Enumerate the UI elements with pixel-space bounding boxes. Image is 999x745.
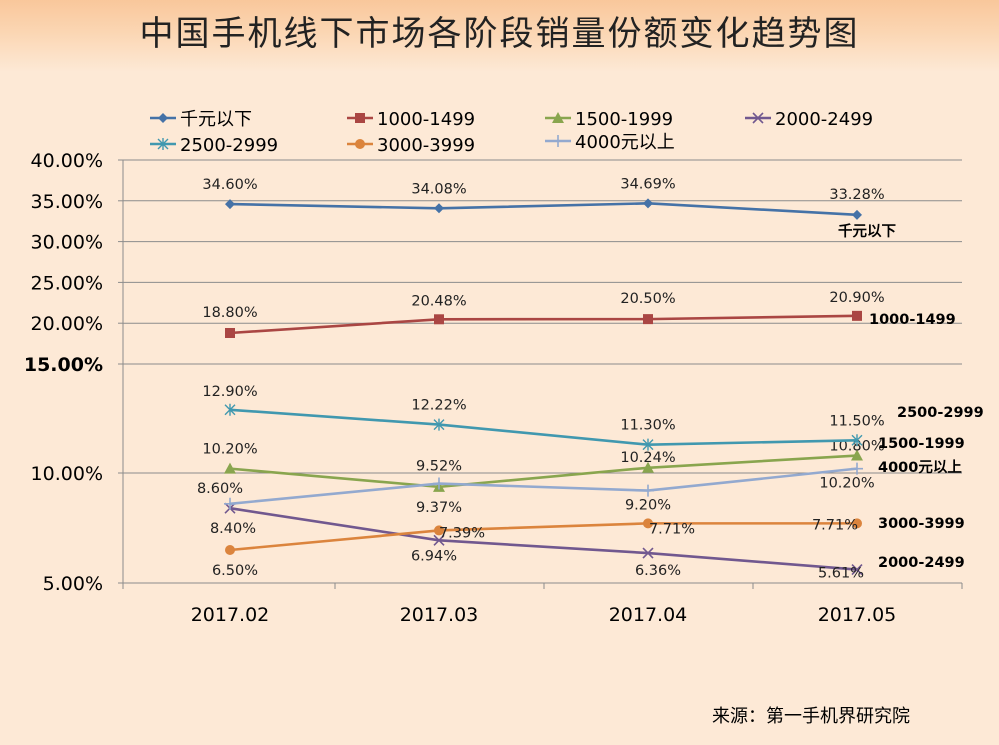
data-label: 6.36% bbox=[635, 563, 681, 579]
legend-label: 2500-2999 bbox=[180, 135, 278, 156]
series-line bbox=[229, 202, 858, 217]
y-tick-label: 20.00% bbox=[31, 313, 103, 335]
data-point bbox=[642, 461, 654, 473]
legend-marker bbox=[552, 112, 564, 123]
data-point bbox=[643, 314, 653, 325]
series-line bbox=[229, 314, 858, 335]
data-point bbox=[851, 462, 863, 475]
data-point bbox=[433, 534, 445, 546]
series-end-label: 4000元以上 bbox=[878, 459, 962, 476]
series-end-label: 2500-2999 bbox=[897, 405, 984, 421]
data-point bbox=[433, 477, 445, 490]
data-point bbox=[852, 310, 862, 321]
data-label: 7.71% bbox=[812, 517, 858, 533]
data-label: 34.08% bbox=[411, 181, 466, 197]
data-label: 33.28% bbox=[829, 187, 884, 203]
data-label: 10.20% bbox=[819, 476, 874, 492]
series-end-label: 3000-3999 bbox=[878, 516, 965, 532]
title-band bbox=[0, 0, 999, 72]
legend-label: 1500-1999 bbox=[575, 109, 673, 130]
y-tick-label: 15.00% bbox=[24, 354, 103, 376]
legend-marker bbox=[355, 113, 365, 123]
series-end-label: 1000-1499 bbox=[869, 312, 956, 328]
legend-marker bbox=[157, 138, 169, 150]
series-line bbox=[229, 467, 858, 506]
y-tick-label: 35.00% bbox=[31, 191, 103, 213]
legend-marker bbox=[158, 113, 168, 123]
data-point bbox=[224, 403, 236, 416]
data-label: 6.50% bbox=[212, 563, 258, 579]
data-label: 18.80% bbox=[202, 305, 257, 321]
data-point bbox=[224, 462, 236, 474]
data-label: 9.37% bbox=[416, 500, 462, 516]
data-point bbox=[643, 198, 653, 209]
series-line bbox=[229, 454, 858, 489]
x-tick-label: 2017.02 bbox=[191, 604, 270, 626]
data-point bbox=[642, 438, 654, 451]
data-label: 12.90% bbox=[202, 384, 257, 400]
data-point bbox=[852, 518, 862, 529]
legend-label: 2000-2499 bbox=[775, 109, 873, 130]
series-line bbox=[229, 522, 857, 552]
data-label: 8.40% bbox=[210, 521, 256, 537]
data-label: 11.30% bbox=[620, 418, 675, 434]
data-label: 6.94% bbox=[411, 548, 457, 564]
data-label: 20.48% bbox=[411, 293, 466, 309]
x-tick-label: 2017.03 bbox=[400, 604, 479, 626]
data-point bbox=[225, 327, 235, 338]
data-label: 10.80% bbox=[829, 439, 884, 455]
data-label: 10.20% bbox=[202, 442, 257, 458]
series-end-label: 1500-1999 bbox=[878, 436, 965, 452]
data-label: 8.60% bbox=[197, 481, 243, 497]
y-tick-label: 10.00% bbox=[31, 463, 103, 485]
data-point bbox=[434, 525, 444, 536]
data-label: 34.60% bbox=[202, 177, 257, 193]
data-point bbox=[642, 547, 654, 559]
data-point bbox=[224, 497, 236, 510]
data-point bbox=[225, 545, 235, 555]
data-point bbox=[642, 484, 654, 497]
y-tick-label: 40.00% bbox=[31, 150, 103, 172]
legend-marker bbox=[355, 139, 365, 149]
data-point bbox=[851, 434, 863, 447]
legend-label: 3000-3999 bbox=[377, 135, 475, 156]
data-label: 34.69% bbox=[620, 176, 675, 192]
chart-title: 中国手机线下市场各阶段销量份额变化趋势图 bbox=[139, 14, 860, 54]
data-label: 12.22% bbox=[411, 398, 466, 414]
data-point bbox=[434, 203, 444, 214]
series-end-label: 2000-2499 bbox=[878, 555, 965, 571]
x-tick-label: 2017.05 bbox=[818, 604, 897, 626]
data-label: 7.71% bbox=[649, 521, 695, 537]
data-label: 9.52% bbox=[416, 459, 462, 475]
data-label: 9.20% bbox=[625, 498, 671, 514]
data-point bbox=[643, 518, 653, 529]
data-label: 20.90% bbox=[829, 290, 884, 306]
source-note: 来源：第一手机界研究院 bbox=[712, 706, 910, 727]
legend-label: 1000-1499 bbox=[377, 109, 475, 130]
series-line bbox=[229, 506, 858, 571]
legend-marker bbox=[552, 135, 564, 147]
data-point bbox=[851, 449, 863, 461]
data-point bbox=[852, 209, 862, 220]
legend-marker bbox=[752, 112, 764, 124]
data-label: 10.24% bbox=[620, 450, 675, 466]
data-label: 11.50% bbox=[829, 413, 884, 429]
data-point bbox=[434, 314, 444, 325]
series-end-label: 千元以下 bbox=[838, 223, 896, 240]
data-point bbox=[851, 564, 863, 576]
data-label: 20.50% bbox=[620, 291, 675, 307]
x-tick-label: 2017.04 bbox=[609, 604, 688, 626]
data-point bbox=[225, 199, 235, 210]
series-line bbox=[229, 408, 858, 446]
y-tick-label: 25.00% bbox=[31, 272, 103, 294]
y-tick-label: 5.00% bbox=[43, 573, 103, 595]
legend-label: 千元以下 bbox=[180, 109, 252, 130]
legend-label: 4000元以上 bbox=[575, 132, 675, 153]
y-tick-label: 30.00% bbox=[31, 232, 103, 254]
data-label: 7.39% bbox=[439, 525, 485, 541]
data-point bbox=[433, 418, 445, 431]
data-label: 5.61% bbox=[818, 566, 864, 582]
